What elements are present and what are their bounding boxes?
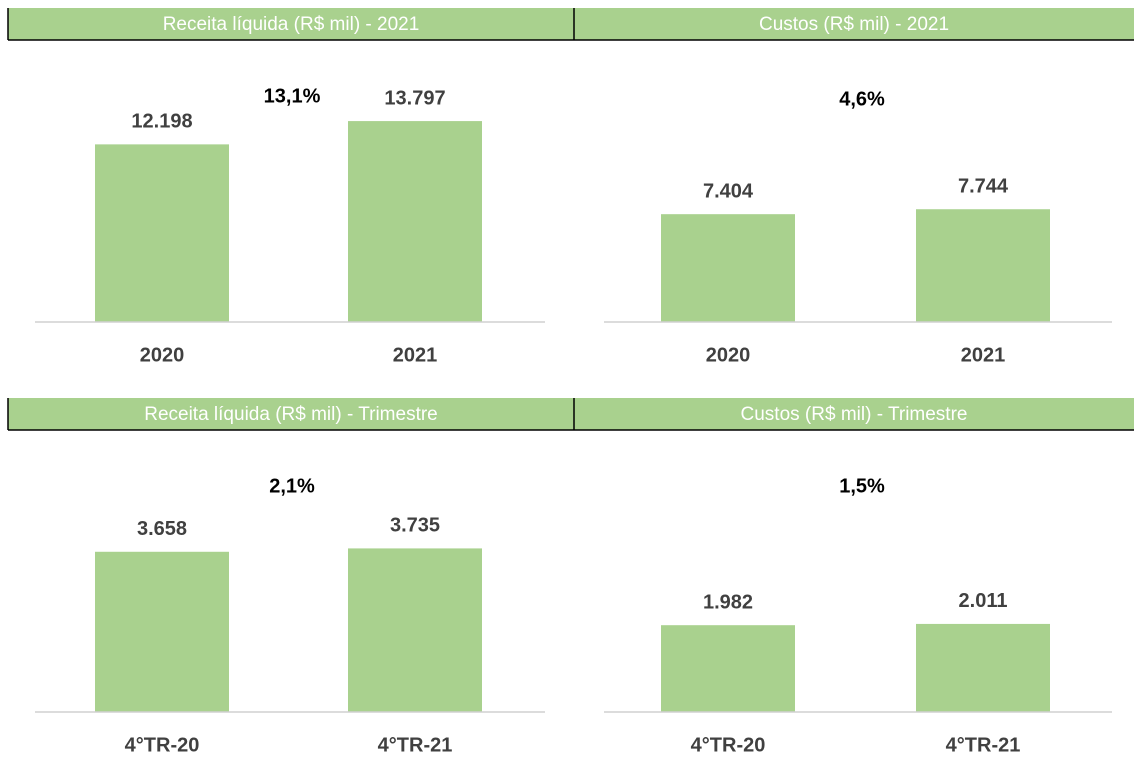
value-label: 3.735 xyxy=(390,515,440,537)
annotation: 2,1% xyxy=(269,475,315,497)
value-label: 3.658 xyxy=(137,518,187,540)
bar xyxy=(916,623,1050,712)
chart-title: Receita líquida (R$ mil) - 2021 xyxy=(163,14,420,35)
header-bg xyxy=(8,8,574,40)
bar xyxy=(916,209,1050,322)
bar xyxy=(661,625,795,712)
value-label: 1.982 xyxy=(703,591,753,613)
header-bg xyxy=(574,398,1134,430)
value-label: 13.797 xyxy=(384,87,445,109)
value-label: 7.744 xyxy=(958,176,1009,198)
annotation: 13,1% xyxy=(264,85,321,107)
category-label: 2021 xyxy=(961,344,1006,366)
category-label: 2020 xyxy=(706,344,751,366)
value-label: 2.011 xyxy=(959,590,1008,612)
category-label: 4°TR-21 xyxy=(946,734,1021,756)
category-label: 2021 xyxy=(393,344,438,366)
bar xyxy=(95,144,229,322)
value-label: 12.198 xyxy=(131,111,192,133)
category-label: 4°TR-20 xyxy=(691,734,766,756)
annotation: 4,6% xyxy=(839,88,885,110)
bar xyxy=(348,548,482,712)
header-bg xyxy=(8,398,574,430)
category-label: 4°TR-21 xyxy=(378,734,453,756)
value-label: 7.404 xyxy=(703,180,754,202)
bar xyxy=(348,121,482,323)
chart-title: Receita líquida (R$ mil) - Trimestre xyxy=(144,404,438,425)
annotation: 1,5% xyxy=(839,475,885,497)
chart-title: Custos (R$ mil) - 2021 xyxy=(759,14,949,35)
category-label: 4°TR-20 xyxy=(125,734,200,756)
header-bg xyxy=(574,8,1134,40)
category-label: 2020 xyxy=(140,344,185,366)
bar xyxy=(95,551,229,712)
chart-title: Custos (R$ mil) - Trimestre xyxy=(741,404,968,425)
bar xyxy=(661,214,795,322)
